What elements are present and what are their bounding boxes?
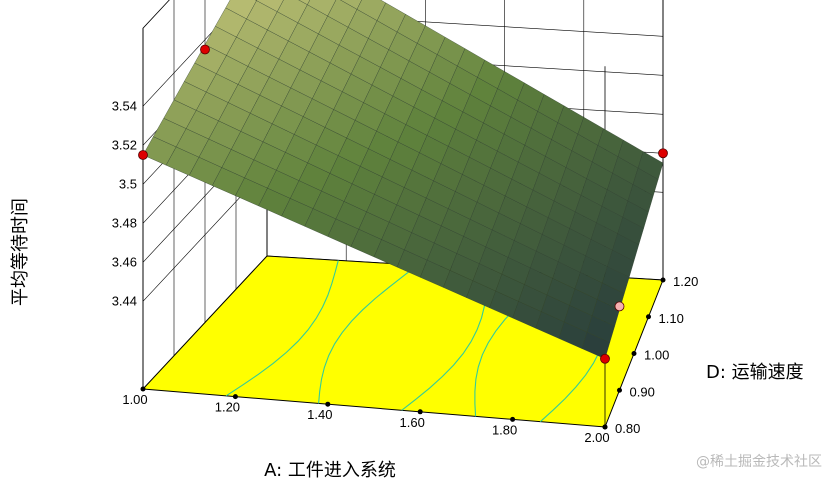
surface-patch	[298, 0, 311, 5]
x-tick-dot	[417, 409, 423, 415]
y-axis-title: D: 运输速度	[706, 362, 804, 383]
y-tick-label: 1.00	[644, 348, 669, 363]
watermark: @稀土掘金技术社区	[696, 454, 822, 470]
x-tick-dot	[325, 401, 331, 407]
design-point	[614, 301, 625, 312]
z-tick-label: 3.46	[112, 254, 137, 269]
z-tick-label: 3.44	[112, 293, 137, 308]
x-tick-label: 2.00	[584, 430, 609, 445]
y-tick-dot	[617, 387, 622, 393]
x-tick-label: 1.60	[400, 415, 425, 430]
x-tick-dot	[510, 416, 516, 422]
contour-line	[318, 264, 418, 404]
y-tick-label: 1.20	[673, 274, 698, 289]
z-tick-label: 3.54	[112, 98, 137, 113]
contour-line	[225, 260, 339, 397]
x-tick-label: 1.00	[122, 392, 147, 407]
x-axis-title: A: 工件进入系统	[264, 460, 396, 481]
x-tick-label: 1.80	[492, 422, 517, 437]
z-tick-label: 3.48	[112, 215, 137, 230]
x-tick-dot	[232, 394, 238, 400]
y-tick-dot	[646, 314, 651, 320]
design-point	[138, 150, 148, 160]
z-axis-title: 平均等待时间	[10, 198, 31, 306]
z-tick-label: 3.52	[112, 137, 137, 152]
surface-patch	[637, 151, 664, 180]
x-tick-label: 1.20	[215, 400, 240, 415]
tick-labels: 3.44 3.46 3.48 3.5 3.52 3.54 1.00 1.20 1.40 1.60 1…	[112, 98, 699, 445]
y-tick-dot	[631, 351, 637, 356]
surface-patch	[256, 0, 284, 12]
design-point	[658, 148, 668, 159]
design-points	[138, 44, 668, 364]
z-gridline	[142, 0, 243, 107]
design-point	[200, 44, 210, 55]
response-surface	[142, 0, 664, 359]
design-point	[600, 353, 610, 364]
surface-patch	[307, 0, 337, 17]
x-tick-label: 1.40	[307, 407, 332, 422]
y-tick-label: 0.90	[630, 384, 655, 399]
y-tick-label: 0.80	[615, 421, 640, 436]
surface-patch	[340, 0, 362, 10]
z-tick-label: 3.5	[119, 176, 137, 191]
y-tick-label: 1.10	[659, 311, 684, 326]
